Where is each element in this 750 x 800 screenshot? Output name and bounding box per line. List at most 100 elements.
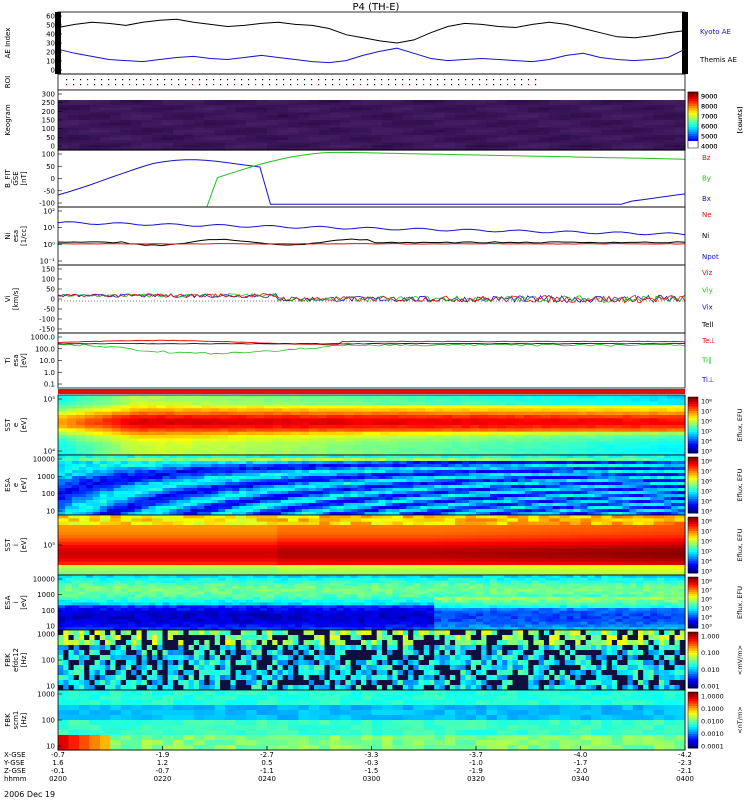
sst_e-cell (299, 451, 310, 456)
keogram-cell (486, 137, 498, 141)
sst_e-cell (362, 421, 373, 426)
sst_e-cell (478, 451, 489, 456)
sst_e-cell (299, 445, 310, 449)
keogram-cell (632, 132, 644, 136)
keogram-cell (131, 132, 143, 136)
keogram-cell (287, 102, 299, 106)
keogram-cell (350, 117, 362, 121)
sst_e-cell (335, 435, 346, 439)
keogram-cell (528, 147, 540, 151)
keogram-cell (99, 142, 111, 146)
sst_e-cell (335, 421, 346, 426)
sst_i-ylabel: [eV] (20, 537, 28, 552)
keogram-cell (528, 120, 540, 124)
keogram-cell (559, 125, 571, 129)
sst_e-cell (201, 428, 211, 433)
keogram-cell (570, 107, 582, 111)
sst_e-cell (344, 408, 355, 413)
sst_e-cell (138, 411, 149, 416)
sst_e-cell (66, 398, 77, 403)
keogram-cell (486, 112, 498, 116)
keogram-cell (152, 105, 164, 109)
keogram-cell (590, 120, 602, 124)
roi-mark (514, 84, 516, 86)
sst_e-cell (532, 408, 543, 413)
sst_e-cell (93, 431, 104, 436)
keogram-cell (361, 115, 373, 119)
keogram-cell (392, 115, 404, 119)
keogram-cell (444, 112, 456, 116)
keogram-cell (141, 100, 153, 104)
sst_e-cell (380, 411, 391, 416)
keogram-cell (507, 125, 519, 129)
sst_e-cell (425, 451, 435, 456)
keogram-cell (68, 140, 80, 144)
sst_e-cell (219, 395, 229, 399)
sst_e-cell (58, 418, 68, 423)
roi-mark (73, 84, 75, 86)
sst_e-cell (246, 441, 256, 446)
sst_e-cell (120, 441, 131, 446)
keogram-cell (319, 135, 331, 139)
sst_e-cell (371, 441, 382, 446)
roi-mark (297, 84, 299, 86)
sst_e-cell (389, 451, 399, 456)
sst_e-cell (102, 401, 113, 406)
roi-mark (80, 84, 82, 86)
keogram-cell (298, 115, 310, 119)
keogram-cell (58, 120, 70, 124)
keogram-colorbar-tick: 8000 (701, 103, 718, 111)
ae-ytick: 40 (46, 31, 55, 39)
keogram-cell (517, 130, 529, 134)
keogram-cell (319, 105, 331, 109)
keogram-cell (361, 122, 373, 126)
keogram-cell (455, 112, 467, 116)
sst_e-cell (299, 408, 310, 413)
sst_e-cell (129, 415, 140, 419)
sst_e-cell (246, 425, 256, 429)
keogram-cell (235, 137, 247, 141)
keogram-cell (120, 102, 132, 106)
roi-mark (262, 84, 264, 86)
sst_e-cell (434, 415, 444, 419)
keogram-cell (476, 100, 488, 104)
sst_e-cell (470, 431, 480, 436)
sst_e-cell (416, 451, 426, 456)
keogram-cell (298, 120, 310, 124)
keogram-cell (99, 112, 111, 116)
sst_e-cell (264, 401, 274, 406)
sst_e-cell (120, 428, 131, 433)
keogram-cell (277, 107, 289, 111)
keogram-cell (329, 135, 341, 139)
esa_e-ytick: 100 (42, 490, 55, 498)
sst_e-cell (84, 431, 95, 436)
sst_e-cell (75, 395, 86, 399)
roi-mark (192, 84, 194, 86)
keogram-cell (570, 145, 582, 149)
keogram-cell (601, 137, 613, 141)
keogram-cell (486, 115, 498, 119)
sst_e-cell (317, 411, 328, 416)
sst_e-cell (478, 418, 489, 423)
keogram-cell (58, 130, 70, 134)
keogram-cell (319, 132, 331, 136)
sst_e-cell (201, 441, 211, 446)
sst_e-cell (398, 431, 408, 436)
sst_e-cell (505, 431, 516, 436)
keogram-cell (214, 102, 226, 106)
sst_e-cell (452, 401, 462, 406)
keogram-cell (517, 147, 529, 151)
keogram-cell (225, 105, 237, 109)
sst_e-cell (505, 435, 516, 439)
sst_e-cell (308, 435, 319, 439)
keogram-cell (340, 130, 352, 134)
keogram-cell (214, 145, 226, 149)
roi-mark (206, 84, 208, 86)
keogram-cell (381, 145, 393, 149)
keogram-cell (559, 112, 571, 116)
keogram-cell (89, 130, 101, 134)
keogram-cell (392, 147, 404, 151)
sst_e-cell (487, 415, 498, 419)
roi-mark (493, 79, 495, 81)
roi-mark (171, 84, 173, 86)
